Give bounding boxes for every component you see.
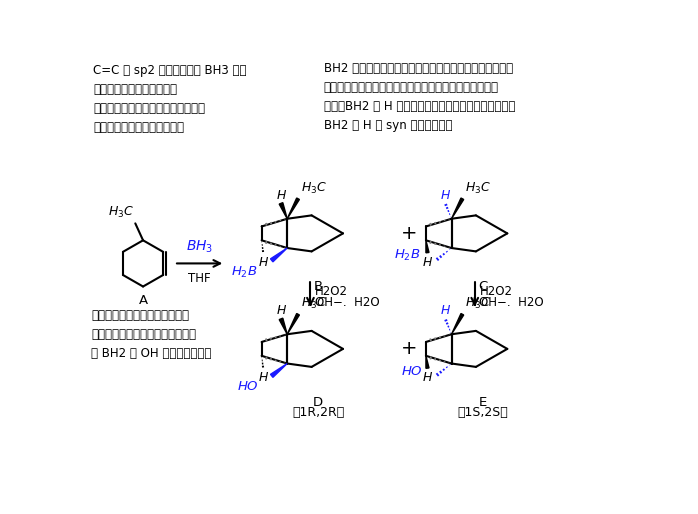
Polygon shape <box>426 241 429 253</box>
Text: OH−.  H2O: OH−. H2O <box>315 296 380 309</box>
Text: $H_3C$: $H_3C$ <box>466 296 491 311</box>
Text: HO: HO <box>401 365 422 378</box>
Polygon shape <box>426 356 429 369</box>
Text: B: B <box>313 280 322 293</box>
Text: C: C <box>478 280 487 293</box>
Text: H2O2: H2O2 <box>480 285 512 298</box>
Polygon shape <box>287 198 299 219</box>
Text: $H_2B$: $H_2B$ <box>394 248 420 263</box>
Text: $H_3C$: $H_3C$ <box>466 180 491 196</box>
Text: BH2 が立体障害を避けて置換基の少ない方の炭素に結合
する。このため主生成物が逆マルコフニコフ型となる。
また、BH2 と H がゆるくつながったまま付加する: BH2 が立体障害を避けて置換基の少ない方の炭素に結合 する。このため主生成物が… <box>324 62 515 132</box>
Text: HO: HO <box>237 380 258 393</box>
Text: OH−.  H2O: OH−. H2O <box>480 296 544 309</box>
Text: H2O2: H2O2 <box>315 285 348 298</box>
Text: THF: THF <box>188 272 211 285</box>
Text: アルカリ性過酸化水素処理で、
酸化と加水分解が起こり、最終的
に BH2 が OH に置換される。: アルカリ性過酸化水素処理で、 酸化と加水分解が起こり、最終的 に BH2 が O… <box>91 309 211 360</box>
Text: H: H <box>276 189 285 202</box>
Text: （1S,2S）: （1S,2S） <box>457 406 508 419</box>
Text: $H_3C$: $H_3C$ <box>301 296 327 311</box>
Text: E: E <box>478 396 487 409</box>
Text: A: A <box>138 294 147 307</box>
Text: H: H <box>423 256 432 269</box>
Text: H: H <box>440 189 450 202</box>
Text: +: + <box>401 224 417 243</box>
Text: $BH_3$: $BH_3$ <box>186 238 214 255</box>
Text: H: H <box>440 304 450 317</box>
Text: +: + <box>401 339 417 358</box>
Polygon shape <box>452 198 463 219</box>
Text: H: H <box>276 304 285 317</box>
Text: $H_3C$: $H_3C$ <box>107 205 134 219</box>
Text: H: H <box>423 371 432 384</box>
Text: $H_3C$: $H_3C$ <box>301 180 327 196</box>
Text: C=C の sp2 平面に対して BH3 が上
側または下側に付加する。
この過程で、基質によっては立体異
性体を生じる可能性がある。: C=C の sp2 平面に対して BH3 が上 側または下側に付加する。 この過… <box>94 64 247 134</box>
Polygon shape <box>279 203 287 219</box>
Text: D: D <box>313 396 323 409</box>
Polygon shape <box>271 248 287 262</box>
Polygon shape <box>279 318 287 334</box>
Polygon shape <box>287 314 299 334</box>
Text: （1R,2R）: （1R,2R） <box>292 406 344 419</box>
Polygon shape <box>271 363 287 377</box>
Text: H: H <box>258 371 268 384</box>
Text: H: H <box>258 256 268 269</box>
Text: $H_2B$: $H_2B$ <box>231 265 258 280</box>
Polygon shape <box>452 314 463 334</box>
